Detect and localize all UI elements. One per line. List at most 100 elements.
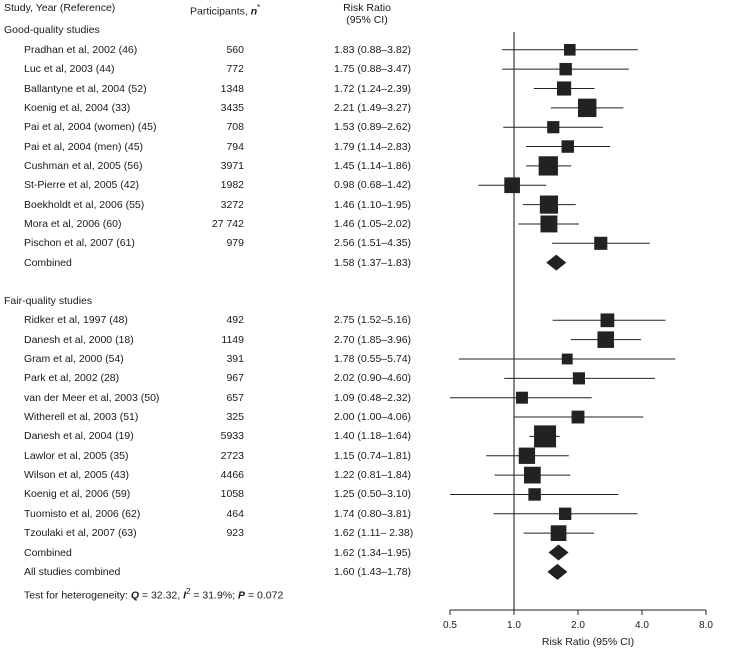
participants-value: 1058 bbox=[220, 488, 244, 501]
point-estimate-box bbox=[534, 425, 557, 448]
combined-risk-ratio-value: 1.62 (1.34–1.95) bbox=[334, 546, 412, 559]
study-label: van der Meer et al, 2003 (50) bbox=[24, 391, 160, 404]
point-estimate-box bbox=[523, 466, 541, 484]
risk-ratio-value: 1.46 (1.10–1.95) bbox=[334, 198, 412, 211]
participants-value: 27 742 bbox=[211, 217, 244, 230]
risk-ratio-value: 1.53 (0.89–2.62) bbox=[334, 121, 412, 134]
point-estimate-box bbox=[600, 313, 615, 328]
study-label: Koenig et al, 2004 (33) bbox=[24, 101, 131, 114]
overall-label: All studies combined bbox=[24, 565, 121, 578]
study-label: Mora et al, 2006 (60) bbox=[24, 217, 122, 230]
x-tick-label: 4.0 bbox=[635, 620, 649, 631]
risk-ratio-value: 1.09 (0.48–2.32) bbox=[334, 391, 412, 404]
risk-ratio-header-line2: (95% CI) bbox=[346, 14, 388, 26]
participants-value: 979 bbox=[226, 237, 244, 250]
x-tick-label: 0.5 bbox=[443, 620, 457, 631]
point-estimate-box bbox=[550, 525, 567, 542]
risk-ratio-value: 2.21 (1.49–3.27) bbox=[334, 101, 412, 114]
participants-value: 1982 bbox=[220, 179, 244, 192]
risk-ratio-value: 0.98 (0.68–1.42) bbox=[334, 179, 412, 192]
study-label: Park et al, 2002 (28) bbox=[24, 372, 120, 385]
section-title: Fair-quality studies bbox=[4, 294, 93, 307]
participants-value: 325 bbox=[226, 411, 244, 424]
participants-value: 1149 bbox=[221, 333, 244, 346]
point-estimate-box bbox=[563, 43, 576, 56]
risk-ratio-value: 1.75 (0.88–3.47) bbox=[334, 63, 412, 76]
risk-ratio-value: 2.00 (1.00–4.06) bbox=[334, 411, 412, 424]
q-symbol: Q bbox=[130, 589, 139, 602]
risk-ratio-value: 1.74 (0.80–3.81) bbox=[334, 507, 412, 520]
risk-ratio-value: 2.70 (1.85–3.96) bbox=[334, 333, 412, 346]
study-label: Danesh et al, 2000 (18) bbox=[24, 333, 134, 346]
risk-ratio-value: 1.79 (1.14–2.83) bbox=[334, 140, 412, 153]
i-value: = 31.9%; bbox=[190, 589, 239, 602]
participants-value: 3272 bbox=[220, 198, 244, 211]
risk-ratio-value: 1.62 (1.11– 2.38) bbox=[334, 527, 414, 540]
participants-value: 3971 bbox=[220, 159, 244, 172]
risk-ratio-value: 2.75 (1.52–5.16) bbox=[334, 314, 412, 327]
participants-value: 3435 bbox=[220, 101, 244, 114]
point-estimate-box bbox=[504, 177, 520, 194]
point-estimate-box bbox=[540, 215, 558, 233]
study-label: St-Pierre et al, 2005 (42) bbox=[24, 179, 139, 192]
study-label: Pai et al, 2004 (women) (45) bbox=[24, 121, 157, 134]
risk-ratio-value: 1.78 (0.55–5.74) bbox=[334, 353, 412, 365]
study-label: Ridker et al, 1997 (48) bbox=[24, 314, 128, 327]
study-label: Tuomisto et al, 2006 (62) bbox=[24, 507, 141, 520]
point-estimate-box bbox=[518, 447, 536, 464]
participants-value: 464 bbox=[226, 507, 244, 520]
point-estimate-box bbox=[597, 331, 614, 348]
study-label: Pischon et al, 2007 (61) bbox=[24, 237, 135, 250]
participants-value: 657 bbox=[226, 391, 244, 404]
participants-column-header: Participants, n* bbox=[190, 2, 260, 18]
study-label: Cushman et al, 2005 (56) bbox=[24, 159, 143, 172]
point-estimate-box bbox=[528, 488, 541, 501]
overall-risk-ratio-value: 1.60 (1.43–1.78) bbox=[334, 565, 412, 578]
risk-ratio-value: 1.22 (0.81–1.84) bbox=[334, 469, 412, 482]
study-label: Pradhan et al, 2002 (46) bbox=[24, 43, 138, 56]
section-title: Good-quality studies bbox=[4, 24, 100, 36]
i-symbol: I bbox=[183, 589, 186, 602]
risk-ratio-value: 2.56 (1.51–4.35) bbox=[334, 237, 412, 250]
point-estimate-box bbox=[572, 372, 585, 385]
study-label: Wilson et al, 2005 (43) bbox=[24, 469, 130, 482]
participants-value: 772 bbox=[226, 63, 244, 76]
x-tick-label: 8.0 bbox=[699, 620, 713, 631]
participants-value: 4466 bbox=[220, 469, 244, 482]
participants-header-n: n bbox=[250, 5, 258, 18]
risk-ratio-value: 1.45 (1.14–1.86) bbox=[334, 159, 412, 172]
study-label: Danesh et al, 2004 (19) bbox=[24, 430, 134, 443]
combined-label: Combined bbox=[24, 546, 72, 559]
point-estimate-box bbox=[561, 140, 575, 153]
q-value: = 32.32, bbox=[139, 589, 184, 602]
point-estimate-box bbox=[561, 353, 573, 365]
overall-diamond bbox=[547, 563, 568, 580]
participants-value: 492 bbox=[226, 314, 244, 327]
risk-ratio-value: 1.46 (1.05–2.02) bbox=[334, 217, 412, 230]
i-sup: 2 bbox=[186, 587, 191, 596]
risk-ratio-column-header: Risk Ratio (95% CI) bbox=[330, 2, 404, 26]
x-axis-label: Risk Ratio (95% CI) bbox=[542, 636, 634, 648]
point-estimate-box bbox=[515, 391, 528, 404]
study-label: Pai et al, 2004 (men) (45) bbox=[24, 140, 144, 153]
participants-value: 5933 bbox=[220, 430, 244, 443]
study-column-header: Study, Year (Reference) bbox=[4, 2, 116, 14]
study-label: Ballantyne et al, 2004 (52) bbox=[24, 82, 147, 95]
point-estimate-box bbox=[594, 236, 608, 250]
heterogeneity-test: Test for heterogeneity: Q = 32.32, I2 = … bbox=[24, 586, 283, 602]
study-label: Gram et al, 2000 (54) bbox=[24, 353, 124, 365]
study-label: Koenig et al, 2006 (59) bbox=[24, 488, 131, 501]
combined-diamond bbox=[546, 254, 567, 271]
point-estimate-box bbox=[539, 195, 559, 214]
combined-risk-ratio-value: 1.58 (1.37–1.83) bbox=[334, 256, 412, 269]
risk-ratio-value: 1.83 (0.88–3.82) bbox=[334, 43, 412, 56]
combined-label: Combined bbox=[24, 256, 72, 269]
participants-value: 708 bbox=[226, 121, 244, 134]
combined-diamond bbox=[548, 544, 569, 561]
risk-ratio-value: 1.15 (0.74–1.81) bbox=[334, 449, 412, 462]
participants-header-label: Participants, bbox=[190, 5, 248, 18]
p-symbol: P bbox=[238, 589, 246, 602]
point-estimate-box bbox=[558, 507, 572, 520]
study-label: Boekholdt et al, 2006 (55) bbox=[24, 198, 145, 211]
